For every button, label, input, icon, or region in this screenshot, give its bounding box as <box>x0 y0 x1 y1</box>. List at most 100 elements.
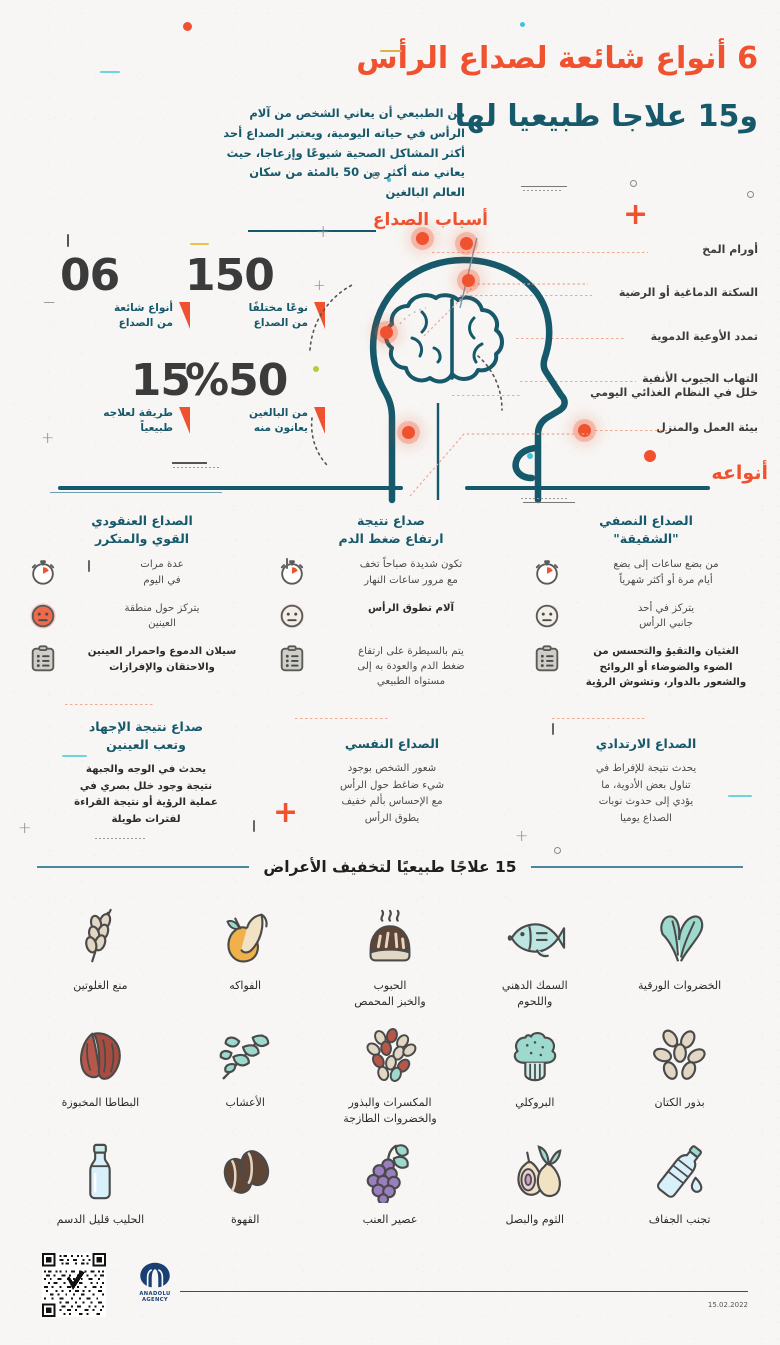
page-title: 6 أنواع شائعة لصداع الرأس <box>356 41 758 76</box>
type-card-title: الصداع العنقودي القوي والمتكرر <box>91 513 193 547</box>
decor-minus: − <box>42 293 57 313</box>
footer-rule <box>180 1291 748 1292</box>
type-card-migraine: الصداع النصفي "الشقيقة" من بضع ساعات إلى… <box>532 512 760 703</box>
type-card-row: من بضع ساعات إلى بضع أيام مرة أو أكثر شه… <box>532 557 760 588</box>
aa-monogram-icon <box>128 1261 182 1289</box>
head-svg <box>309 207 588 504</box>
decor-dotted-line <box>95 838 147 839</box>
decor-dotted-line <box>552 718 647 719</box>
decor-dot <box>644 450 656 462</box>
face-icon <box>532 601 562 631</box>
face-icon <box>28 601 58 631</box>
stopwatch-icon <box>277 557 307 587</box>
type-card-row-text: الغثيان والتقيؤ والتحسس من الضوء والضوضا… <box>585 646 747 689</box>
fish-icon <box>504 907 566 969</box>
decor-plus: + <box>18 818 32 837</box>
treatment-label: بذور الكتان <box>654 1095 705 1109</box>
decor-dash <box>190 243 209 245</box>
head-hotspot-temple <box>460 237 473 250</box>
treatment-item-herbs: الأعشاب <box>173 1010 318 1127</box>
decor-dot <box>183 22 192 31</box>
type-card-tension: الصداع النفسي شعور الشخص بوجود شيء ضاغط … <box>286 735 498 827</box>
decor-dash <box>380 50 402 52</box>
type-card-blood-pressure: صداع نتيجة ارتفاع ضغط الدم تكون شديدة صب… <box>277 512 505 703</box>
type-card-eyestrain: صداع نتيجة الإجهاد وتعب العينين يحدث في … <box>40 718 252 828</box>
coffee-icon <box>214 1141 276 1203</box>
treatment-item-broccoli: البروكلي <box>462 1010 607 1127</box>
decor-plus: + <box>316 222 331 242</box>
treatment-label: القهوة <box>230 1212 260 1226</box>
type-card-row-text: سيلان الدموع واحمرار العينين والاحتقان و… <box>87 646 237 673</box>
treatment-item-milk: الحليب قليل الدسم <box>28 1127 173 1228</box>
onion-icon <box>504 1141 566 1203</box>
treatment-label: تجنب الجفاف <box>648 1212 711 1226</box>
type-card-body: شعور الشخص بوجود شيء ضاغط حول الرأس مع ا… <box>339 763 445 824</box>
treatment-label: الخضروات الورقية <box>637 979 722 992</box>
treatment-item-coffee: القهوة <box>173 1127 318 1228</box>
wheat-icon <box>69 907 131 969</box>
milk-icon <box>69 1141 131 1203</box>
decor-ring <box>747 191 754 198</box>
decor-plus: + <box>41 428 55 447</box>
type-card-row: سيلان الدموع واحمرار العينين والاحتقان و… <box>28 644 256 675</box>
cause-leader-line-4 <box>452 395 520 396</box>
treatment-label: عصير العنب <box>362 1212 418 1226</box>
qr-code[interactable] <box>42 1253 106 1317</box>
cause-item-1: السكتة الدماغية أو الرضية <box>618 286 758 299</box>
cause-item-0: أورام المخ <box>702 243 758 256</box>
type-card-row: عدة مرات في اليوم <box>28 557 256 588</box>
stat-marker-triangle <box>179 301 190 329</box>
decor-plus-cross-red: + <box>623 197 649 232</box>
stat-number: 15 <box>130 355 191 406</box>
type-card-rebound: الصداع الارتدادي يحدث نتيجة للإفراط في ت… <box>540 735 752 827</box>
leafy-icon <box>649 907 711 969</box>
decor-dotted-line <box>521 498 569 499</box>
cause-leader-line-3 <box>520 381 636 382</box>
treatment-item-grapes: عصير العنب <box>318 1127 463 1228</box>
cause-leader-line-0 <box>432 252 648 253</box>
treatment-label: منع الغلوتين <box>73 979 128 992</box>
cause-item-5: بيئة العمل والمنزل <box>656 421 758 434</box>
head-illustration <box>288 207 588 508</box>
treatment-label: المكسرات والبذور والخضروات الطازجة <box>343 1095 437 1125</box>
type-card-body: يحدث في الوجه والجبهة نتيجة وجود خلل بصر… <box>74 764 218 825</box>
decor-solid-line <box>523 502 575 504</box>
nuts-icon <box>359 1024 421 1086</box>
head-hotspot-jaw <box>402 426 415 439</box>
type-card-title: الصداع النصفي "الشقيقة" <box>599 513 693 547</box>
type-card-row-text: يتركز في أحد جانبي الرأس <box>637 602 695 630</box>
fruit-icon <box>214 907 276 969</box>
stat-block-remedies: 15 طريقة لعلاجه طبيعياً <box>60 355 191 436</box>
decor-dotted-line <box>523 190 563 191</box>
stat-number: %50 <box>185 355 288 406</box>
stat-label: أنواع شائعة من الصداع <box>113 301 173 330</box>
treatment-label: السمك الدهني واللحوم <box>501 979 568 1008</box>
decor-dot <box>520 22 525 27</box>
treatments-row: البطاطا المخبوزة الأعشاب <box>28 1010 752 1127</box>
clipboard-icon <box>28 644 58 674</box>
treatment-item-fruit: الفواكه <box>173 893 318 1010</box>
clipboard-icon <box>277 644 307 674</box>
type-card-row-text: آلام تطوق الرأس <box>367 602 455 614</box>
types-heading: أنواعه <box>711 462 768 484</box>
type-card-row: الغثيان والتقيؤ والتحسس من الضوء والضوضا… <box>532 644 760 690</box>
decor-dash <box>100 71 120 73</box>
clipboard-icon <box>532 644 562 674</box>
stat-number: 150 <box>185 250 275 301</box>
treatment-item-water: تجنب الجفاف <box>607 1127 752 1228</box>
treatment-item-leafy: الخضروات الورقية <box>607 893 752 1010</box>
treatment-item-nuts: المكسرات والبذور والخضروات الطازجة <box>318 1010 463 1127</box>
types-heading-rule-right <box>465 486 710 490</box>
treatment-label: البروكلي <box>515 1095 555 1109</box>
head-hotspot-top <box>416 232 429 245</box>
decor-dotted-line <box>65 704 153 705</box>
decor-tick <box>88 560 90 572</box>
decor-tick <box>286 558 288 569</box>
agency-name: ANADOLU AGENCY <box>139 1291 171 1303</box>
type-card-row: يتم بالسيطرة على ارتفاع ضغط الدم والعودة… <box>277 644 505 690</box>
herbs-icon <box>214 1024 276 1086</box>
decor-ring <box>372 172 379 179</box>
decor-tick <box>67 234 69 247</box>
stat-number: 06 <box>60 250 120 301</box>
